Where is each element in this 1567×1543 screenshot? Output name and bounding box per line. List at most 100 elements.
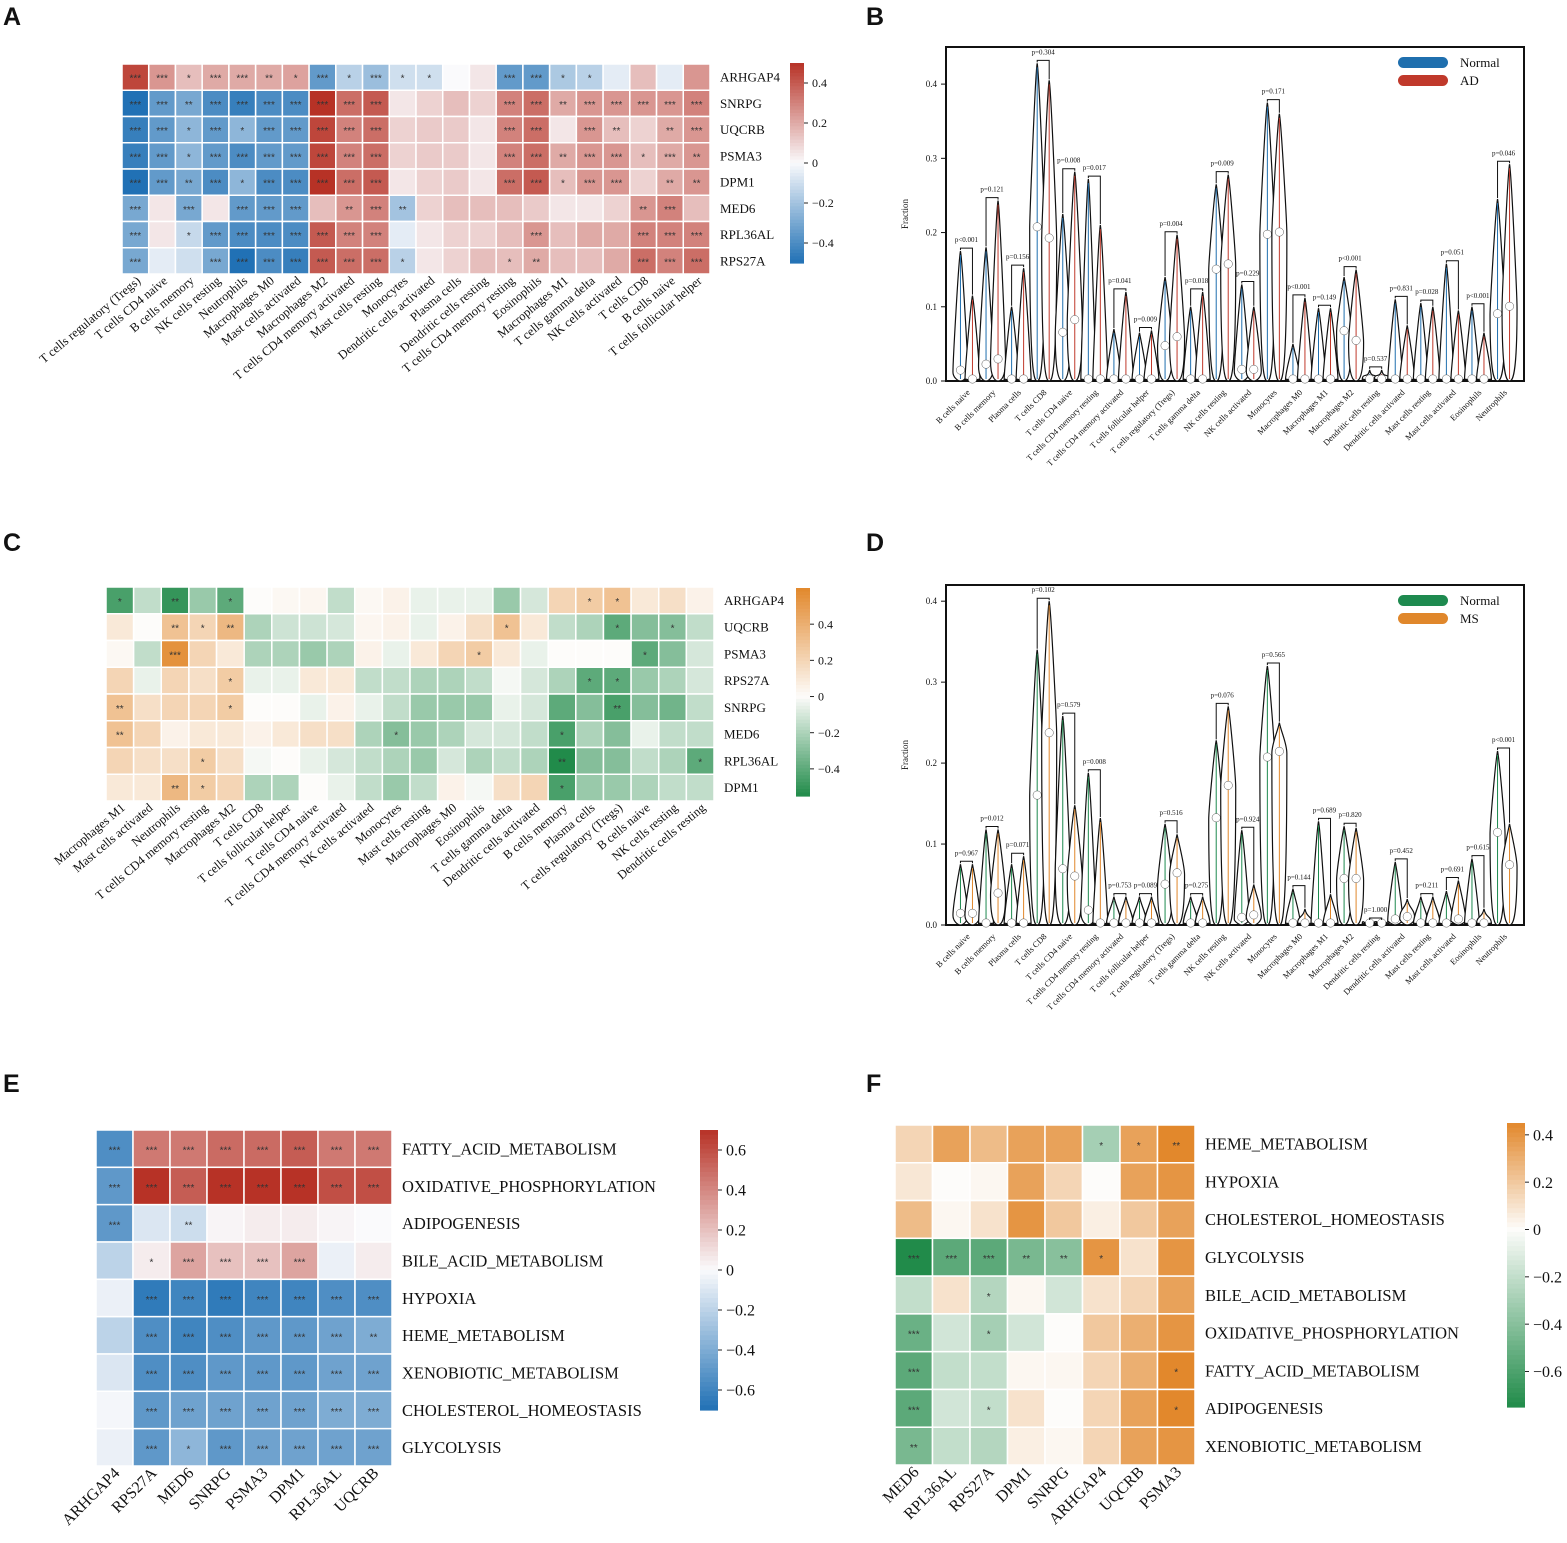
heatmap-cell: [436, 693, 467, 722]
colorbar-segment: [700, 1181, 718, 1187]
heatmap-cell: [682, 168, 711, 196]
median-dot: [1288, 918, 1298, 928]
y-tick-label: 0.1: [926, 839, 937, 849]
heatmap-cell: [388, 142, 417, 170]
significance-mark: **: [532, 257, 540, 268]
significance-mark: ***: [290, 126, 302, 137]
colorbar-segment: [700, 1204, 718, 1210]
significance-mark: ***: [664, 205, 676, 216]
median-dot: [1007, 918, 1017, 928]
heatmap-cell: [317, 1353, 356, 1393]
heatmap-cell: [468, 168, 497, 196]
colorbar-segment: [790, 203, 804, 207]
heatmap-cell: [132, 1166, 171, 1206]
heatmap-cell: [243, 586, 273, 615]
colorbar-segment: [790, 166, 804, 171]
heatmap-cell: [441, 194, 471, 223]
colorbar-segment: [1507, 1198, 1525, 1205]
heatmap-cell: [409, 720, 439, 749]
heatmap-cell: [894, 1313, 934, 1353]
significance-mark: ***: [343, 126, 355, 137]
heatmap-cell: [121, 142, 150, 170]
significance-mark: ***: [109, 1220, 121, 1231]
heatmap-cell: [602, 720, 632, 749]
heatmap-cell: [1006, 1199, 1046, 1240]
heatmap-cell: [969, 1275, 1009, 1315]
median-dot: [1300, 374, 1310, 384]
heatmap-cell: [630, 666, 660, 695]
y-tick-label: 0.1: [926, 302, 937, 312]
significance-mark: ***: [146, 1183, 158, 1194]
heatmap-cell: [575, 613, 605, 642]
heatmap-cell: [1081, 1199, 1121, 1240]
heatmap-cell: [629, 168, 658, 196]
heatmap-cell: [254, 168, 284, 196]
significance-mark: *: [477, 650, 481, 661]
heatmap-cell: [243, 1427, 282, 1467]
heatmap-cell: [629, 142, 658, 170]
heatmap-cell: [436, 773, 467, 802]
median-dot: [1505, 860, 1514, 870]
significance-mark: ***: [130, 100, 142, 111]
significance-mark: **: [910, 1443, 918, 1454]
colorbar-segment: [796, 650, 810, 655]
row-label: BILE_ACID_METABOLISM: [1205, 1286, 1407, 1305]
median-dot: [968, 374, 977, 384]
heatmap-cell: [495, 220, 524, 249]
heatmap-cell: [243, 1203, 282, 1243]
heatmap-cell: [415, 89, 444, 118]
median-dot: [1237, 364, 1247, 374]
colorbar-segment: [796, 633, 810, 638]
significance-mark: ***: [257, 1332, 269, 1343]
significance-mark: **: [171, 784, 179, 795]
median-dot: [1186, 374, 1196, 384]
significance-mark: *: [228, 704, 232, 715]
heatmap-cell: [1081, 1313, 1121, 1353]
heatmap-cell: [575, 773, 605, 802]
significance-mark: ***: [317, 126, 329, 137]
colorbar-segment: [790, 93, 804, 97]
significance-mark: ***: [530, 74, 542, 85]
colorbar-segment: [796, 782, 810, 787]
colorbar-segment: [790, 146, 804, 151]
colorbar-segment: [1507, 1302, 1525, 1309]
heatmap-cell: [174, 89, 203, 118]
row-label: DPM1: [724, 780, 759, 795]
significance-mark: ***: [146, 1332, 158, 1343]
heatmap-cell: [388, 168, 417, 196]
colorbar-segment: [796, 629, 810, 634]
significance-mark: ***: [210, 231, 222, 242]
colorbar-segment: [790, 79, 804, 84]
heatmap-cell: [441, 247, 471, 275]
colorbar-segment: [790, 239, 804, 244]
heatmap-cell: [298, 746, 328, 775]
heatmap-cell: [682, 247, 711, 275]
colorbar-segment: [700, 1209, 718, 1215]
significance-mark: ***: [343, 100, 355, 111]
significance-mark: **: [370, 1332, 378, 1343]
colorbar-segment: [796, 605, 810, 610]
colorbar-segment: [700, 1377, 718, 1383]
colorbar-segment: [796, 744, 810, 749]
heatmap-cell: [132, 746, 163, 775]
significance-mark: ***: [370, 100, 382, 111]
heatmap-cell: [602, 693, 632, 722]
row-label: ADIPOGENESIS: [402, 1214, 520, 1233]
heatmap-cell: [1119, 1199, 1159, 1240]
heatmap-cell: [468, 115, 497, 144]
colorbar-tick-label: −0.2: [726, 1303, 755, 1320]
heatmap-cell: [132, 693, 163, 722]
heatmap-cell: [602, 639, 632, 668]
heatmap-cell: [464, 773, 494, 802]
median-dot: [968, 908, 977, 918]
significance-mark: ***: [290, 152, 302, 163]
significance-mark: **: [185, 179, 193, 190]
heatmap-cell: [105, 746, 135, 775]
significance-mark: ***: [370, 231, 382, 242]
colorbar-segment: [700, 1218, 718, 1224]
heatmap-cell: [969, 1313, 1009, 1353]
significance-bracket: [1343, 822, 1357, 827]
heatmap-cell: [271, 639, 301, 668]
heatmap-cell: [228, 247, 257, 275]
